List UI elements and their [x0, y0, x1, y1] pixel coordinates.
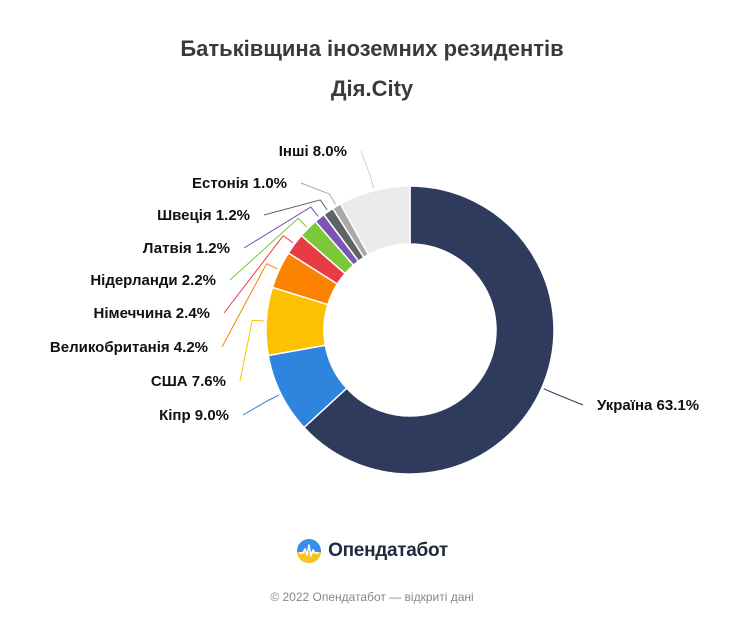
slice-label-8: Естонія 1.0% [192, 175, 287, 192]
leader-line-8 [300, 182, 337, 205]
slice-label-0: Україна 63.1% [597, 397, 699, 414]
leader-line-4 [223, 234, 294, 314]
leader-line-9 [360, 150, 375, 189]
slice-label-2: США 7.6% [151, 373, 226, 390]
slice-label-7: Швеція 1.2% [157, 207, 250, 224]
slice-label-9: Інші 8.0% [279, 143, 347, 160]
brand-name: Опендатабот [328, 540, 448, 561]
leader-line-7 [263, 199, 328, 216]
slice-label-3: Великобританія 4.2% [50, 339, 208, 356]
leader-line-3 [221, 263, 278, 348]
leader-line-0 [543, 388, 584, 406]
leader-line-6 [243, 206, 319, 249]
opendatabot-logo-icon [297, 539, 322, 563]
slice-label-1: Кіпр 9.0% [159, 407, 229, 424]
slice-0 [302, 185, 555, 475]
leader-line-1 [242, 394, 280, 416]
footer-copyright: © 2022 Опендатабот — відкриті дані [270, 590, 474, 604]
chart-subtitle: Дія.City [330, 76, 414, 101]
leader-line-2 [239, 319, 265, 382]
slice-label-4: Німеччина 2.4% [94, 305, 210, 322]
leader-line-5 [229, 217, 308, 281]
brand: Опендатабот [0, 538, 744, 564]
slice-9 [339, 185, 411, 256]
slice-label-5: Нідерланди 2.2% [90, 272, 216, 289]
chart-title: Батьківщина іноземних резидентів [180, 36, 564, 61]
slice-label-6: Латвія 1.2% [143, 240, 230, 257]
